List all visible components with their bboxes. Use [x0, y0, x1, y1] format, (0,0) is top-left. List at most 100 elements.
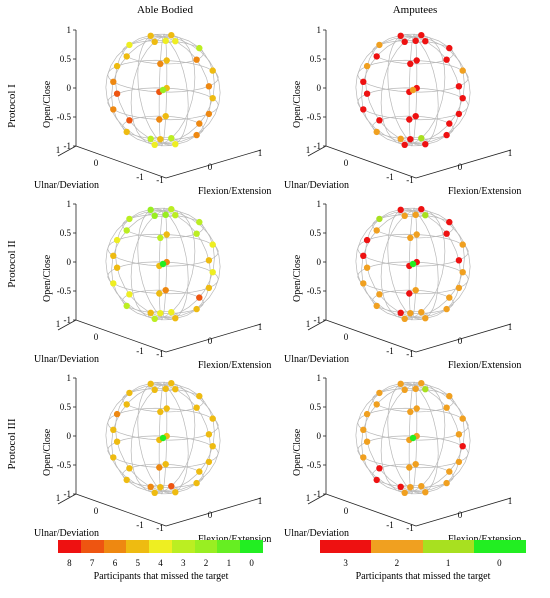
target-point: [446, 120, 453, 127]
target-point: [147, 309, 154, 316]
target-point: [209, 67, 216, 74]
target-point: [205, 83, 213, 90]
colorbar-swatch: [103, 540, 127, 553]
colorbar-swatch: [422, 540, 475, 553]
x-tick-label: 0: [458, 336, 463, 346]
target-point: [113, 90, 121, 97]
target-point: [159, 86, 167, 94]
floor-axis-line: [75, 145, 167, 179]
target-point: [360, 454, 367, 461]
target-point: [446, 468, 453, 475]
target-point: [110, 454, 117, 461]
sphere-panel: 10.50-0.5-110-1-101Open/CloseFlexion/Ext…: [34, 373, 288, 546]
colorbar-tick-label: 7: [89, 558, 95, 568]
target-point: [373, 128, 380, 136]
z-axis-label: Open/Close: [292, 254, 303, 302]
sphere-longitude-line: [158, 33, 168, 147]
colorbar-tick-label: 0: [249, 558, 254, 568]
z-tick-label: -0.5: [307, 460, 322, 470]
floor-axis-line: [57, 145, 77, 157]
target-point: [123, 302, 130, 310]
target-point: [126, 389, 133, 397]
z-tick-label: 0.5: [310, 228, 322, 238]
colorbar-swatch: [217, 540, 241, 553]
z-tick-label: 0.5: [60, 54, 72, 64]
target-point: [163, 57, 170, 64]
target-point: [397, 380, 404, 387]
target-point: [157, 310, 164, 317]
sphere-longitude-line: [158, 207, 168, 321]
sphere-longitude-line: [105, 36, 221, 144]
target-point: [412, 37, 419, 44]
target-point: [412, 113, 419, 120]
y-tick-label: -1: [386, 520, 394, 530]
target-point: [418, 135, 425, 142]
target-point: [172, 386, 179, 393]
sphere-plot: 10.50-0.5-110-1 -101: [306, 25, 513, 185]
sphere-longitude-line: [361, 383, 465, 493]
target-point: [412, 385, 419, 392]
floor-axis-line: [165, 149, 262, 179]
z-tick-label: 0: [67, 257, 72, 267]
sphere-plot: 10.50-0.5-110-1 -101: [306, 373, 513, 533]
target-point: [172, 315, 179, 322]
sphere-longitude-line: [361, 209, 465, 319]
target-point: [422, 38, 429, 45]
sphere-longitude-line: [111, 35, 215, 145]
x-tick-label: -1: [156, 523, 164, 533]
target-point: [360, 106, 367, 113]
y-axis-label: Ulnar/Deviation: [34, 354, 99, 365]
y-tick-label: 0: [94, 332, 99, 342]
target-point: [113, 62, 121, 70]
target-point: [373, 227, 380, 234]
target-point: [407, 234, 414, 241]
target-point: [209, 443, 216, 450]
z-tick-label: -1: [314, 141, 322, 151]
floor-axis-line: [325, 319, 417, 353]
z-axis-label: Open/Close: [292, 428, 303, 476]
target-point: [401, 315, 408, 322]
target-point: [407, 60, 414, 67]
z-tick-label: 1: [317, 25, 322, 35]
target-point: [376, 389, 383, 397]
target-point: [159, 260, 167, 268]
y-tick-label: 1: [306, 145, 311, 155]
target-point: [413, 57, 420, 64]
target-point: [422, 141, 429, 148]
target-point: [446, 218, 453, 226]
y-tick-label: -1: [386, 172, 394, 182]
x-tick-label: -1: [406, 523, 414, 533]
colorbar-swatch: [149, 540, 173, 553]
z-tick-label: 1: [317, 373, 322, 383]
y-tick-label: 0: [94, 506, 99, 516]
target-point: [126, 291, 133, 298]
target-point: [162, 113, 169, 120]
target-point: [162, 287, 169, 294]
target-point: [193, 479, 200, 487]
sphere-longitude-line: [361, 35, 465, 145]
x-axis-label: Flexion/Extension: [448, 534, 521, 545]
z-axis-label: Open/Close: [292, 80, 303, 128]
floor-axis-line: [415, 323, 512, 353]
target-point: [168, 32, 175, 39]
target-point: [205, 110, 213, 118]
col-title-amputees: Amputees: [392, 4, 438, 16]
target-point: [443, 56, 450, 63]
colorbar-swatch: [80, 540, 105, 553]
target-point: [196, 392, 203, 400]
target-point: [397, 309, 404, 316]
target-point: [455, 431, 463, 438]
floor-axis-line: [165, 323, 262, 353]
z-tick-label: 1: [67, 373, 72, 383]
target-point: [123, 476, 130, 484]
target-point: [409, 260, 417, 268]
sphere-longitude-line: [158, 381, 168, 495]
z-tick-label: -0.5: [57, 460, 72, 470]
target-point: [360, 426, 367, 433]
target-point: [113, 236, 121, 244]
target-point: [196, 294, 203, 301]
x-tick-label: 1: [258, 322, 263, 332]
floor-axis-line: [325, 493, 417, 527]
y-tick-label: 0: [344, 506, 349, 516]
